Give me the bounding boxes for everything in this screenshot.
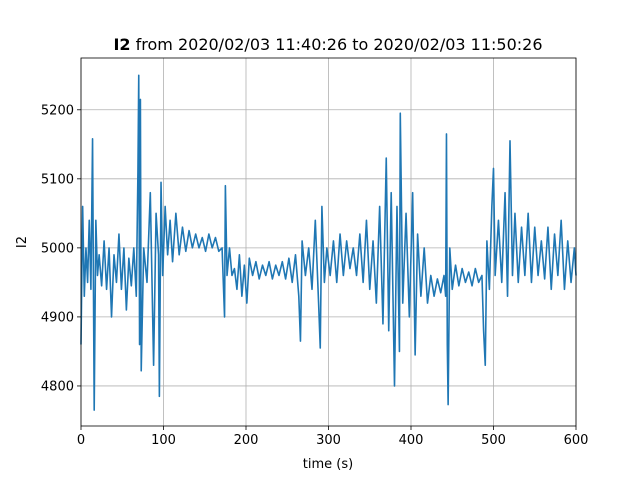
x-tick-label: 400 — [399, 433, 424, 448]
y-tick-label: 4900 — [41, 310, 74, 325]
y-tick-label: 5200 — [41, 103, 74, 118]
data-line — [80, 74, 577, 411]
x-tick-label: 100 — [151, 433, 176, 448]
x-tick-label: 200 — [234, 433, 259, 448]
y-tick-label: 4800 — [41, 379, 74, 394]
x-axis-label: time (s) — [303, 457, 353, 472]
x-tick-label: 300 — [316, 433, 341, 448]
plot-area — [80, 74, 577, 411]
y-tick-label: 5000 — [41, 241, 74, 256]
title-series: I2 — [113, 35, 130, 54]
y-axis-label: I2 — [15, 236, 30, 248]
title-text: from 2020/02/03 11:40:26 to 2020/02/03 1… — [136, 35, 543, 54]
x-tick-label: 600 — [564, 433, 589, 448]
y-tick-label: 5100 — [41, 172, 74, 187]
x-tick-label: 500 — [481, 433, 506, 448]
x-tick-label: 0 — [77, 433, 85, 448]
chart-title: I2 from 2020/02/03 11:40:26 to 2020/02/0… — [113, 35, 542, 54]
